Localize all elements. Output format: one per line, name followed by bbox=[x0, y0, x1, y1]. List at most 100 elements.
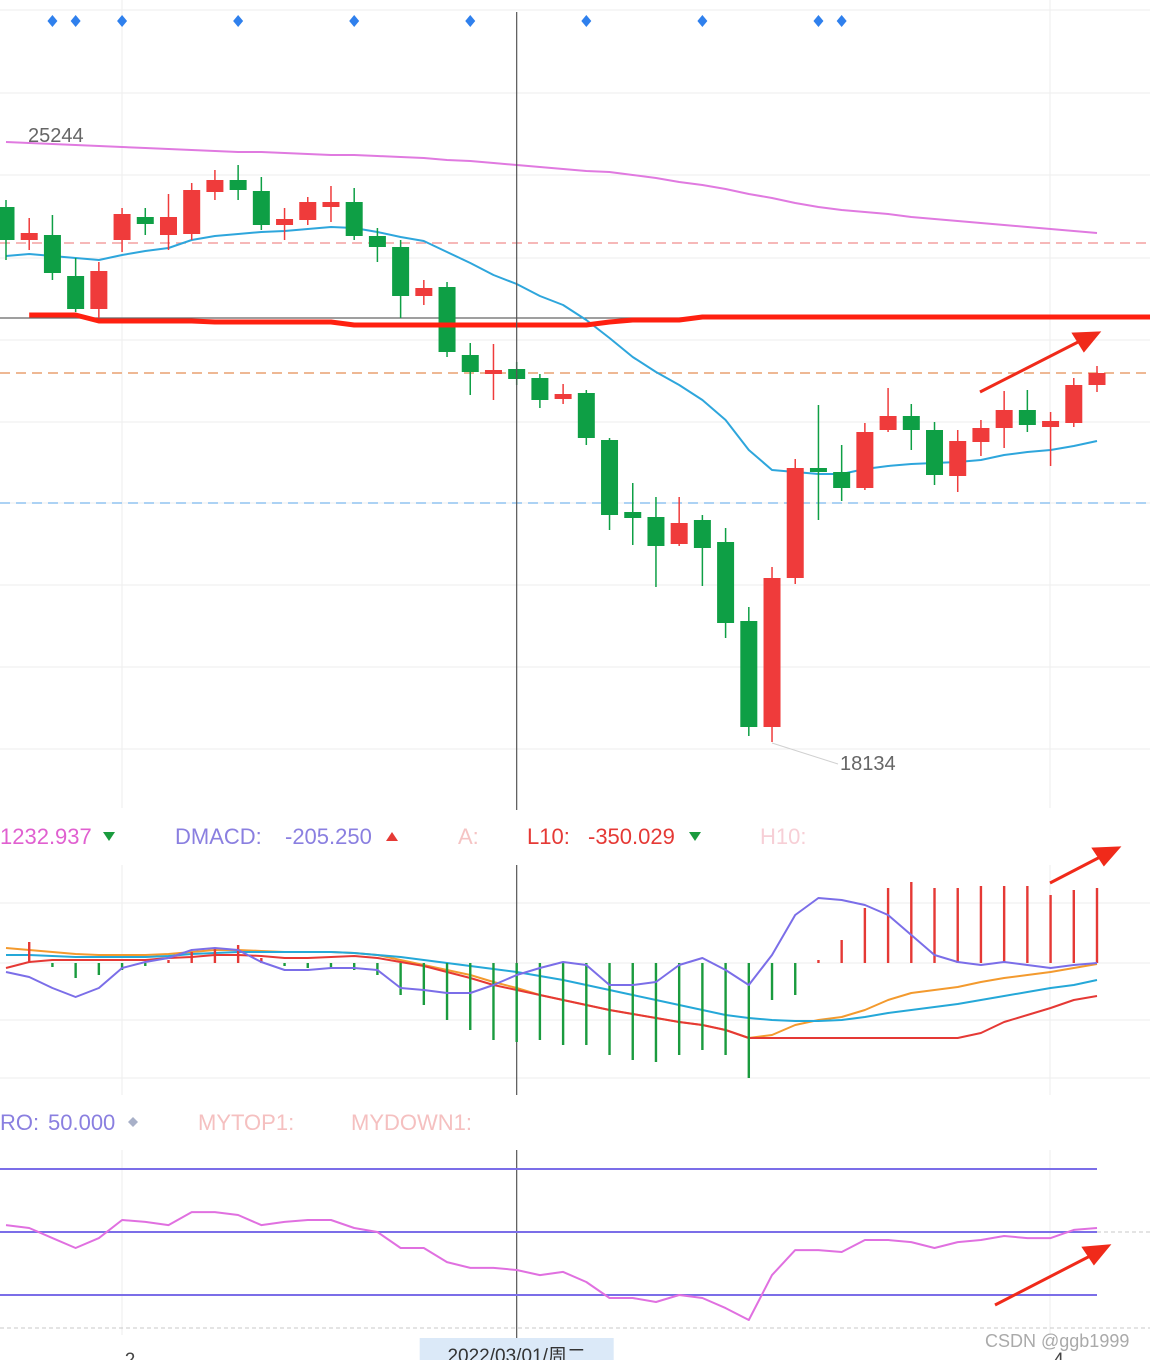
line bbox=[29, 312, 1150, 328]
histogram-bar bbox=[469, 963, 472, 1030]
histogram-bar bbox=[1049, 895, 1052, 963]
candle-body bbox=[670, 523, 688, 544]
histogram-bar bbox=[445, 963, 449, 1020]
candle-body bbox=[113, 214, 131, 240]
histogram-bar bbox=[677, 963, 681, 1055]
histogram-bar bbox=[608, 963, 611, 1055]
candle-body bbox=[229, 180, 247, 190]
header-label: A: bbox=[458, 824, 479, 849]
histogram-bar bbox=[1095, 888, 1099, 963]
candle-body bbox=[43, 235, 61, 273]
line bbox=[6, 951, 1098, 1022]
candle-body bbox=[276, 219, 294, 225]
candle-body bbox=[647, 517, 665, 546]
histogram-bar bbox=[747, 963, 751, 1078]
histogram-bar bbox=[283, 963, 286, 966]
histogram-bar bbox=[422, 963, 426, 1005]
candle-body bbox=[949, 441, 967, 476]
signal-marker bbox=[697, 15, 708, 27]
line bbox=[5, 1211, 1098, 1321]
candle-body bbox=[461, 355, 479, 372]
histogram-bar bbox=[167, 960, 170, 963]
candle-body bbox=[299, 202, 317, 220]
candle-body bbox=[833, 472, 851, 488]
histogram-bar bbox=[538, 963, 542, 1040]
histogram-bar bbox=[306, 963, 309, 968]
header-label: DMACD: bbox=[175, 824, 262, 849]
arrow bbox=[979, 338, 1083, 394]
candle-body bbox=[20, 233, 38, 240]
signal-marker bbox=[47, 15, 58, 27]
histogram-bar bbox=[120, 963, 124, 970]
histogram-bar bbox=[1002, 886, 1006, 963]
candle-body bbox=[717, 542, 735, 623]
candle-body bbox=[856, 432, 874, 488]
candle-body bbox=[438, 287, 456, 352]
candle-body bbox=[67, 276, 85, 309]
arrow bbox=[994, 1252, 1095, 1307]
signal-marker bbox=[813, 15, 824, 27]
header-label: MYTOP1: bbox=[198, 1110, 294, 1135]
header-label: 50.000 bbox=[48, 1110, 115, 1135]
histogram-bar bbox=[28, 942, 31, 963]
candle-body bbox=[415, 288, 433, 296]
header-label: H10: bbox=[760, 824, 806, 849]
signal-marker bbox=[233, 15, 244, 27]
candle-body bbox=[90, 271, 108, 309]
candle-body bbox=[1065, 385, 1083, 423]
candle-body bbox=[1088, 373, 1106, 385]
candle-body bbox=[740, 621, 758, 727]
histogram-bar bbox=[863, 908, 867, 963]
header-label: MYDOWN1: bbox=[351, 1110, 472, 1135]
candle-body bbox=[995, 410, 1013, 428]
date-box bbox=[419, 1338, 614, 1360]
header-label: L10: bbox=[527, 824, 570, 849]
histogram-bar bbox=[74, 963, 77, 978]
signal-marker bbox=[70, 15, 81, 27]
header-label: RO: bbox=[0, 1110, 39, 1135]
candle-body bbox=[1042, 421, 1060, 427]
candle-body bbox=[484, 370, 502, 374]
candle-body bbox=[763, 578, 781, 727]
histogram-bar bbox=[910, 882, 913, 963]
candle-body bbox=[159, 217, 177, 235]
histogram-bar bbox=[515, 963, 518, 1042]
candle-body bbox=[693, 520, 711, 548]
histogram-bar bbox=[886, 888, 890, 963]
signal-marker bbox=[349, 15, 360, 27]
arrow-head bbox=[1071, 331, 1102, 353]
histogram-bar bbox=[956, 888, 959, 963]
histogram-bar bbox=[352, 963, 356, 970]
header-label: 1232.937 bbox=[0, 824, 92, 849]
arrow-head bbox=[1081, 1244, 1112, 1266]
candle-body bbox=[322, 202, 340, 207]
histogram-bar bbox=[701, 963, 704, 1050]
min-label: 18134 bbox=[840, 753, 896, 775]
candle-body bbox=[345, 202, 363, 236]
histogram-bar bbox=[329, 963, 333, 968]
diamond-icon bbox=[128, 1117, 138, 1127]
leader-line bbox=[771, 742, 839, 765]
candle-body bbox=[902, 416, 920, 430]
candle-body bbox=[809, 468, 827, 472]
histogram-bar bbox=[724, 963, 727, 1055]
down-icon bbox=[689, 832, 701, 841]
histogram-bar bbox=[51, 963, 54, 967]
histogram-bar bbox=[631, 963, 634, 1060]
signal-marker bbox=[836, 15, 847, 27]
candle-body bbox=[577, 393, 595, 438]
x-tick-label: 2022/03/01/周二 bbox=[447, 1346, 585, 1360]
candle-body bbox=[1018, 410, 1036, 425]
histogram-bar bbox=[213, 948, 217, 963]
candle-body bbox=[972, 428, 990, 442]
marks: 2 2022/03/01/周二 4 1232.937 DMACD: -205.250 A: L… bbox=[0, 12, 1150, 1360]
candle-body bbox=[206, 180, 224, 192]
arrow-head bbox=[1091, 846, 1122, 867]
header-label: -205.250 bbox=[285, 824, 372, 849]
histogram-bar bbox=[236, 945, 240, 963]
histogram-bar bbox=[770, 963, 774, 1000]
histogram-bar bbox=[561, 963, 565, 1045]
x-tick-label: 2 bbox=[125, 1350, 136, 1360]
